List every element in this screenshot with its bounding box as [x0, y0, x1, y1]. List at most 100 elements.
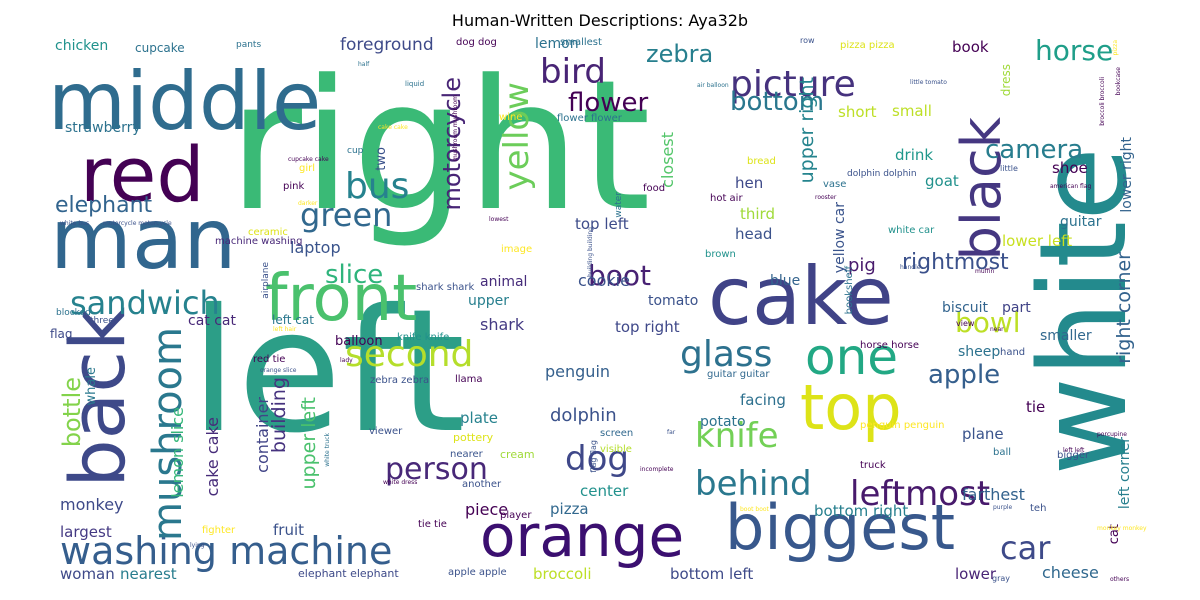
- word-135: dog dog: [456, 37, 497, 48]
- word-129: guitar guitar: [707, 369, 770, 380]
- word-158: truck: [860, 460, 886, 471]
- word-151: pants: [236, 40, 262, 50]
- word-82: top right: [615, 318, 680, 336]
- word-111: whale: [84, 367, 99, 406]
- word-179: rooster: [815, 194, 837, 201]
- word-155: fighter: [202, 525, 236, 536]
- word-95: guitar: [1060, 214, 1102, 230]
- word-157: bigger: [1057, 450, 1090, 461]
- word-80: animal: [480, 274, 528, 290]
- word-197: cake cake: [378, 124, 408, 131]
- word-160: hand: [1000, 347, 1026, 358]
- word-5: cake: [708, 250, 894, 343]
- word-170: cupcake cake: [288, 156, 329, 163]
- word-100: biscuit: [942, 300, 989, 316]
- word-88: lemon: [535, 37, 579, 52]
- word-186: porcupine: [1097, 431, 1127, 438]
- word-61: farthest: [962, 485, 1025, 504]
- word-188: incomplete: [640, 466, 674, 473]
- word-107: left cat: [272, 313, 314, 327]
- word-150: wine: [499, 112, 523, 123]
- word-185: lady: [340, 357, 353, 364]
- word-182: white truck: [324, 433, 331, 467]
- word-117: llama: [455, 374, 483, 385]
- word-194: lying: [190, 542, 205, 549]
- word-124: apple apple: [448, 567, 507, 578]
- word-97: lower right: [1119, 137, 1135, 213]
- word-43: upper right: [796, 77, 818, 184]
- word-92: drink: [895, 146, 934, 164]
- word-110: two: [374, 147, 389, 171]
- word-73: tie: [1026, 398, 1046, 416]
- word-145: brown: [705, 249, 736, 260]
- word-199: pizza: [1112, 40, 1119, 56]
- word-93: goat: [925, 172, 959, 190]
- word-168: air balloon: [697, 82, 729, 89]
- word-89: book: [952, 38, 989, 56]
- word-116: nearer: [450, 449, 483, 460]
- word-130: penguin penguin: [860, 420, 945, 431]
- word-37: flower: [568, 88, 649, 118]
- word-119: viewer: [369, 426, 403, 437]
- word-25: person: [385, 452, 488, 487]
- word-68: center: [580, 482, 629, 500]
- word-183: white dress: [383, 479, 418, 486]
- word-83: third: [740, 205, 775, 223]
- word-177: muffin: [975, 268, 995, 275]
- word-175: broccoli broccoli: [1099, 77, 1106, 126]
- word-94: shoe: [1052, 159, 1088, 177]
- word-70: fruit: [273, 521, 305, 539]
- word-87: foreground: [340, 37, 434, 55]
- word-23: yellow: [497, 82, 537, 191]
- word-38: bottom: [730, 87, 825, 117]
- word-76: facing: [740, 391, 786, 409]
- word-79: upper: [468, 293, 510, 309]
- word-19: behind: [695, 464, 812, 504]
- word-31: camera: [985, 135, 1084, 165]
- word-147: girl: [299, 163, 316, 174]
- word-86: blue: [770, 273, 801, 289]
- word-77: plate: [460, 409, 498, 427]
- word-41: elephant: [55, 193, 153, 218]
- word-cloud: right left white middle man cake back red front b…: [40, 37, 1160, 585]
- word-71: lower: [955, 565, 997, 583]
- word-144: vase: [823, 179, 847, 190]
- word-173: building building: [587, 227, 594, 277]
- word-65: woman: [60, 565, 115, 583]
- word-0: right: [228, 42, 651, 251]
- word-96: lower left: [1002, 232, 1073, 250]
- word-114: cream: [500, 448, 535, 461]
- word-50: closest: [658, 132, 677, 188]
- word-105: flag: [50, 327, 73, 341]
- word-200: bookcase: [1115, 67, 1122, 96]
- word-180: lowest: [489, 216, 509, 223]
- word-176: american flag: [1050, 183, 1092, 190]
- word-54: penguin: [545, 362, 611, 381]
- word-169: little tomato: [910, 79, 947, 86]
- word-9: biggest: [725, 491, 956, 564]
- word-159: ball: [993, 447, 1012, 458]
- word-127: horse horse: [860, 340, 920, 351]
- word-14: washing machine: [60, 529, 393, 573]
- word-152: smallest: [560, 37, 602, 48]
- word-3: middle: [48, 55, 322, 148]
- word-85: hen: [735, 174, 764, 192]
- word-123: elephant elephant: [298, 567, 399, 580]
- word-149: cup: [347, 146, 364, 156]
- word-195: near: [990, 326, 1004, 333]
- word-7: red: [80, 130, 205, 219]
- word-121: screen: [600, 428, 634, 439]
- word-46: upper left: [298, 397, 320, 490]
- word-171: white bus: [60, 220, 90, 227]
- word-112: dress: [999, 64, 1013, 97]
- word-153: row: [800, 37, 815, 45]
- word-10: top: [800, 371, 902, 444]
- word-178: handle: [900, 264, 921, 271]
- word-44: right corner: [1113, 252, 1135, 364]
- word-21: glass: [680, 334, 773, 375]
- word-115: pottery: [453, 431, 494, 444]
- word-24: dog: [565, 439, 629, 479]
- word-78: tomato: [648, 293, 699, 309]
- word-143: bread: [747, 156, 776, 167]
- word-49: cake cake: [203, 417, 222, 497]
